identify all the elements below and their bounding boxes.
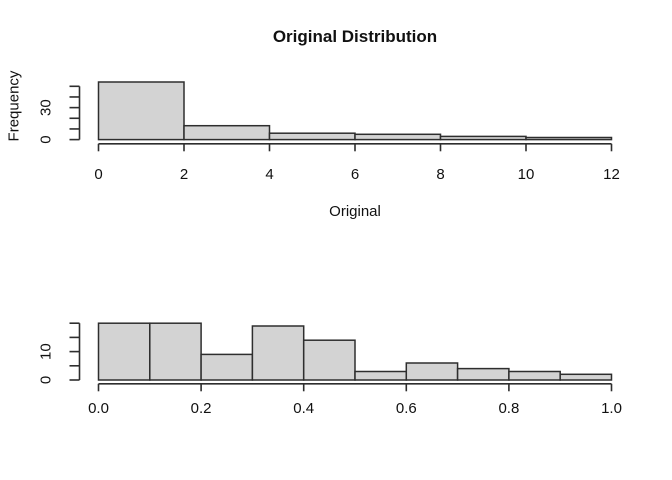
normalised-histogram-plot: 0.0 0.2 0.4 0.6 0.8 1.0 0 10 <box>37 322 622 417</box>
original-x-axis-label: Original <box>329 203 381 220</box>
histogram-bar <box>439 135 527 141</box>
x-tick-label: 10 <box>518 166 535 183</box>
x-tick-label: 0.2 <box>191 400 212 417</box>
histogram-bar <box>508 370 561 381</box>
histogram-bar <box>268 132 356 141</box>
histogram-bar <box>525 136 613 141</box>
original-histogram-section: Original Distribution Frequency Original… <box>6 27 620 220</box>
x-tick-label: 0 <box>94 166 102 183</box>
x-tick-label: 4 <box>265 166 273 183</box>
histogram-bar <box>354 370 408 381</box>
x-tick-label: 0.4 <box>293 400 314 417</box>
y-tick-label: 10 <box>37 343 54 360</box>
histogram-bar <box>183 124 271 141</box>
x-tick-label: 8 <box>436 166 444 183</box>
x-tick-label: 0.8 <box>498 400 519 417</box>
x-tick-label: 0.6 <box>396 400 417 417</box>
histogram-bar <box>251 325 305 381</box>
x-tick-label: 2 <box>180 166 188 183</box>
histogram-bar <box>200 353 254 381</box>
histogram-bar <box>149 322 202 381</box>
x-tick-label: 1.0 <box>601 400 622 417</box>
histogram-bar <box>97 81 185 141</box>
histogram-bar <box>302 339 356 381</box>
histogram-bar <box>405 362 459 381</box>
x-tick-label: 6 <box>351 166 359 183</box>
y-tick-label: 30 <box>37 99 54 116</box>
y-tick-label: 0 <box>37 376 54 384</box>
original-histogram-plot: 0 2 4 6 8 10 12 0 30 <box>37 81 620 183</box>
histogram-bar <box>354 133 442 141</box>
normalised-histogram-section: Normalised Distribution Frequency Normal… <box>0 240 672 480</box>
y-tick-label: 0 <box>37 135 54 143</box>
original-chart-title: Original Distribution <box>272 27 438 46</box>
x-tick-label: 12 <box>603 166 620 183</box>
histogram-bar <box>559 373 613 381</box>
x-tick-label: 0.0 <box>88 400 109 417</box>
histogram-bar <box>456 367 510 381</box>
histogram-bar <box>97 322 151 381</box>
